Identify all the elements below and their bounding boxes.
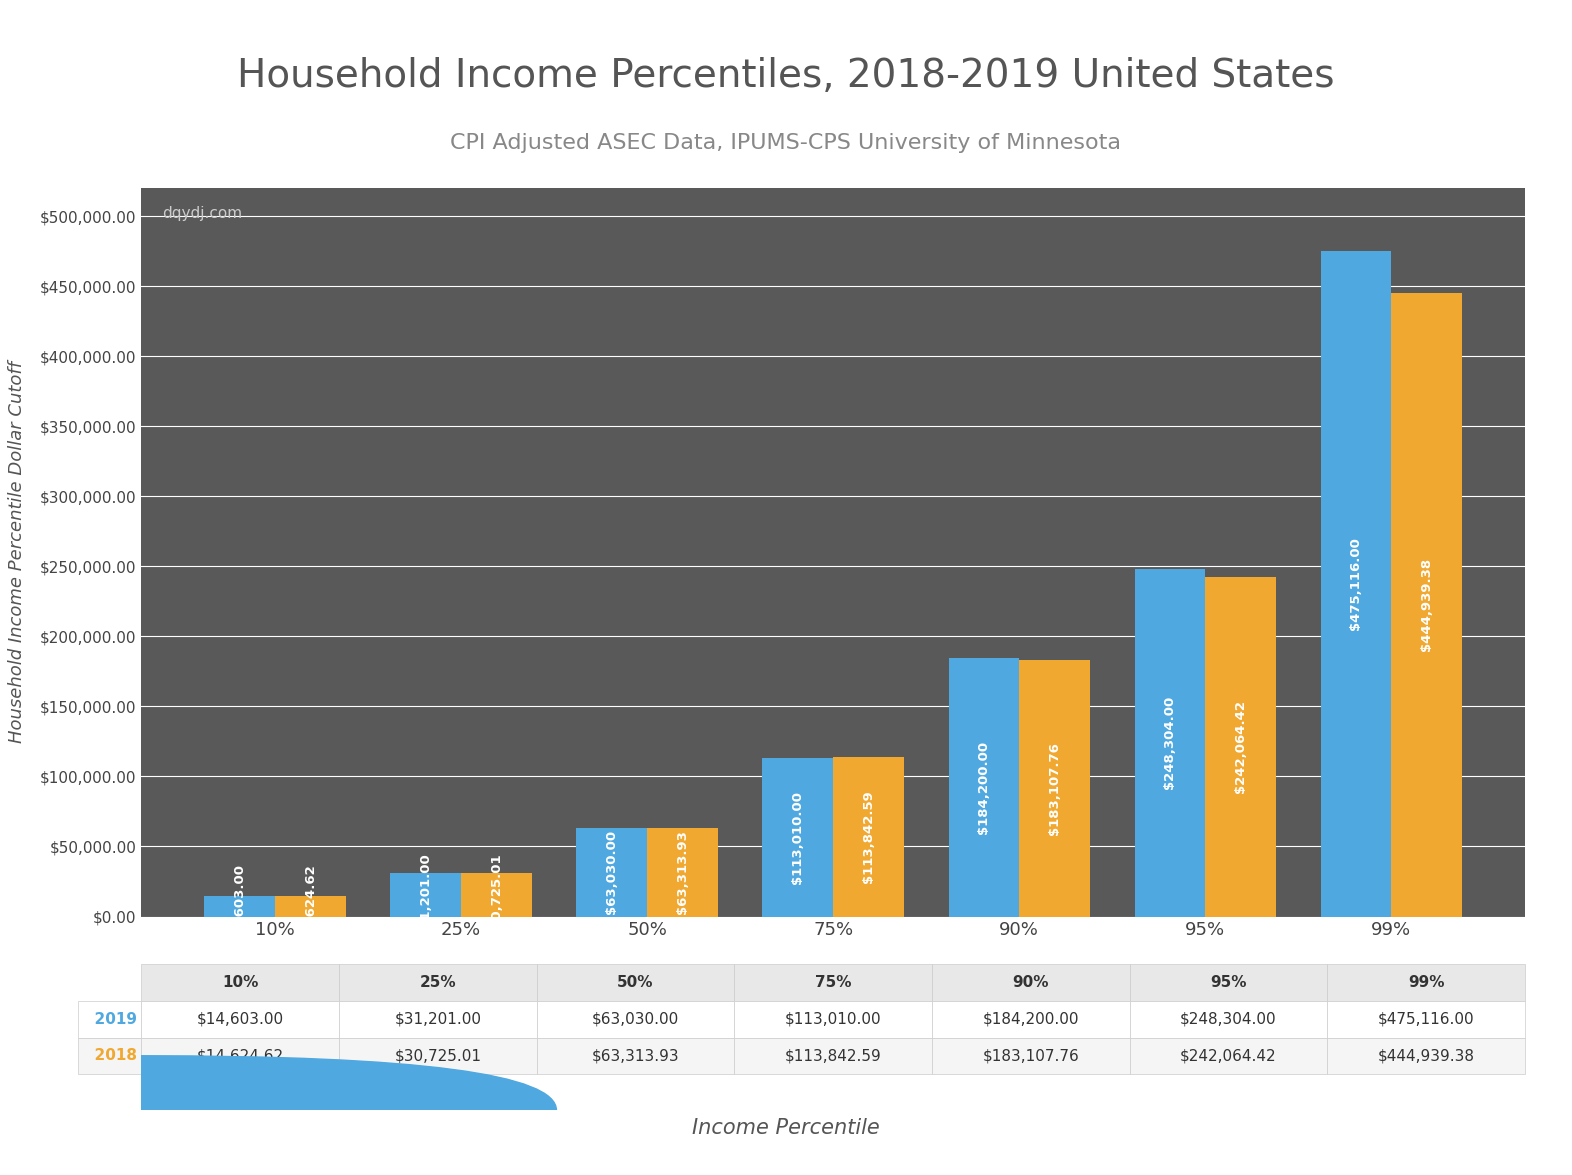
Text: $63,313.93: $63,313.93 xyxy=(676,831,689,914)
Text: $183,107.76: $183,107.76 xyxy=(1049,741,1061,834)
Bar xyxy=(1206,577,1276,916)
Bar xyxy=(1135,569,1206,916)
Text: Income Percentile: Income Percentile xyxy=(692,1117,880,1139)
Bar xyxy=(1019,660,1089,916)
Text: $63,030.00: $63,030.00 xyxy=(605,831,618,914)
Bar xyxy=(948,658,1019,916)
Text: dqydj.com: dqydj.com xyxy=(162,207,242,221)
Text: $475,116.00: $475,116.00 xyxy=(1349,537,1363,630)
Bar xyxy=(648,828,718,917)
Text: Household Income Percentiles, 2018-2019 United States: Household Income Percentiles, 2018-2019 … xyxy=(237,58,1335,95)
Bar xyxy=(461,873,531,916)
Bar xyxy=(275,897,346,916)
Text: $184,200.00: $184,200.00 xyxy=(978,741,990,834)
Bar xyxy=(390,873,461,916)
Text: $30,725.01: $30,725.01 xyxy=(490,853,503,936)
FancyBboxPatch shape xyxy=(0,1055,556,1166)
Y-axis label: Household Income Percentile Dollar Cutoff: Household Income Percentile Dollar Cutof… xyxy=(8,361,27,744)
Text: $14,603.00: $14,603.00 xyxy=(233,865,247,948)
Text: $31,201.00: $31,201.00 xyxy=(420,853,432,936)
Text: $444,939.38: $444,939.38 xyxy=(1420,558,1434,651)
Text: $113,842.59: $113,842.59 xyxy=(861,791,876,884)
Bar xyxy=(1320,251,1391,916)
Bar xyxy=(204,897,275,916)
Bar xyxy=(577,828,648,917)
Text: $248,304.00: $248,304.00 xyxy=(1163,696,1176,790)
Text: $14,624.62: $14,624.62 xyxy=(303,865,318,948)
Bar xyxy=(833,757,904,916)
Text: $242,064.42: $242,064.42 xyxy=(1234,700,1247,793)
Text: $113,010.00: $113,010.00 xyxy=(791,791,805,884)
Bar xyxy=(762,758,833,916)
Text: CPI Adjusted ASEC Data, IPUMS-CPS University of Minnesota: CPI Adjusted ASEC Data, IPUMS-CPS Univer… xyxy=(451,133,1121,154)
Bar xyxy=(1391,293,1462,916)
